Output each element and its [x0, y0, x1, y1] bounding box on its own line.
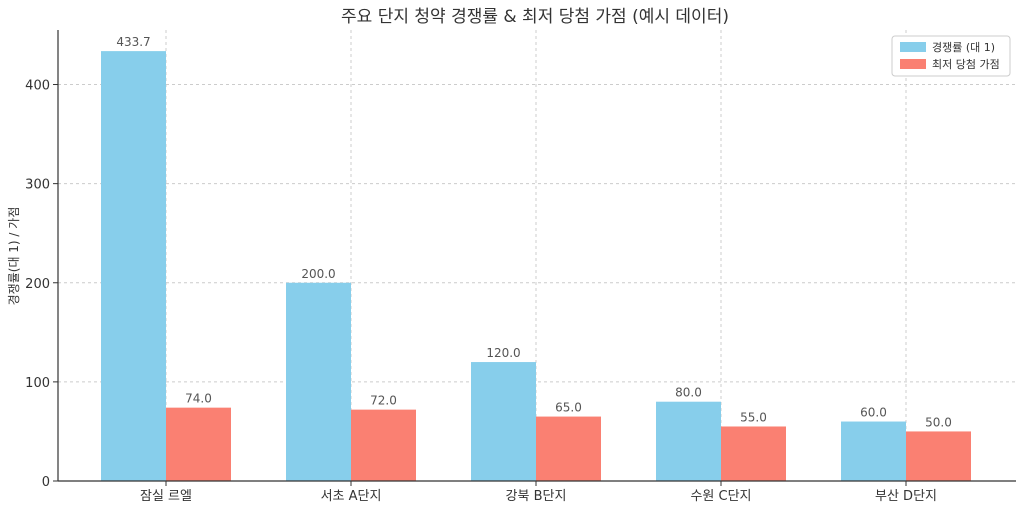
bar-min-score — [166, 407, 231, 481]
x-tick-label: 강북 B단지 — [506, 489, 567, 504]
data-label: 120.0 — [486, 346, 520, 360]
legend-swatch-min-score — [900, 59, 926, 69]
grid-lines — [58, 30, 1016, 481]
bar-min-score — [906, 431, 971, 481]
bar-competition — [841, 421, 906, 481]
data-label: 55.0 — [740, 410, 767, 424]
data-label: 200.0 — [301, 267, 335, 281]
y-tick-label: 0 — [42, 475, 50, 490]
bar-min-score — [721, 426, 786, 481]
legend-swatch-competition — [900, 42, 926, 52]
bar-min-score — [536, 416, 601, 481]
legend: 경쟁률 (대 1) 최저 당첨 가점 — [891, 35, 1011, 77]
bar-competition — [286, 282, 351, 481]
data-label: 50.0 — [925, 415, 952, 429]
data-label: 60.0 — [860, 406, 887, 420]
y-tick-label: 300 — [25, 178, 50, 193]
legend-label-competition: 경쟁률 (대 1) — [932, 41, 995, 54]
data-label: 65.0 — [555, 401, 582, 415]
x-tick-label: 부산 D단지 — [875, 489, 937, 504]
data-label: 433.7 — [116, 35, 150, 49]
value-labels: 433.7 200.0 120.0 80.0 60.0 74.0 72.0 65.0 55.0 5… — [116, 35, 952, 429]
axes — [53, 30, 1016, 486]
legend-label-min-score: 최저 당첨 가점 — [932, 58, 1000, 71]
y-tick-label: 400 — [25, 79, 50, 94]
bar-competition — [471, 362, 536, 481]
data-label: 72.0 — [370, 394, 397, 408]
data-label: 74.0 — [185, 392, 212, 406]
chart-title: 주요 단지 청약 경쟁률 & 최저 당첨 가점 (예시 데이터) — [341, 7, 729, 27]
bar-competition — [656, 401, 721, 481]
tick-labels: 0 100 200 300 400 잠실 르엘 서초 A단지 강북 B단지 수원 C단지 부산 D… — [25, 79, 937, 504]
x-tick-label: 수원 C단지 — [690, 489, 751, 504]
y-tick-label: 200 — [25, 277, 50, 292]
bar-min-score — [351, 409, 416, 481]
x-tick-label: 서초 A단지 — [321, 489, 382, 504]
bars — [101, 51, 971, 482]
x-tick-label: 잠실 르엘 — [140, 489, 192, 504]
data-label: 80.0 — [675, 386, 702, 400]
y-tick-label: 100 — [25, 376, 50, 391]
y-axis-label: 경쟁률(대 1) / 가점 — [7, 207, 21, 306]
bar-competition — [101, 51, 166, 482]
